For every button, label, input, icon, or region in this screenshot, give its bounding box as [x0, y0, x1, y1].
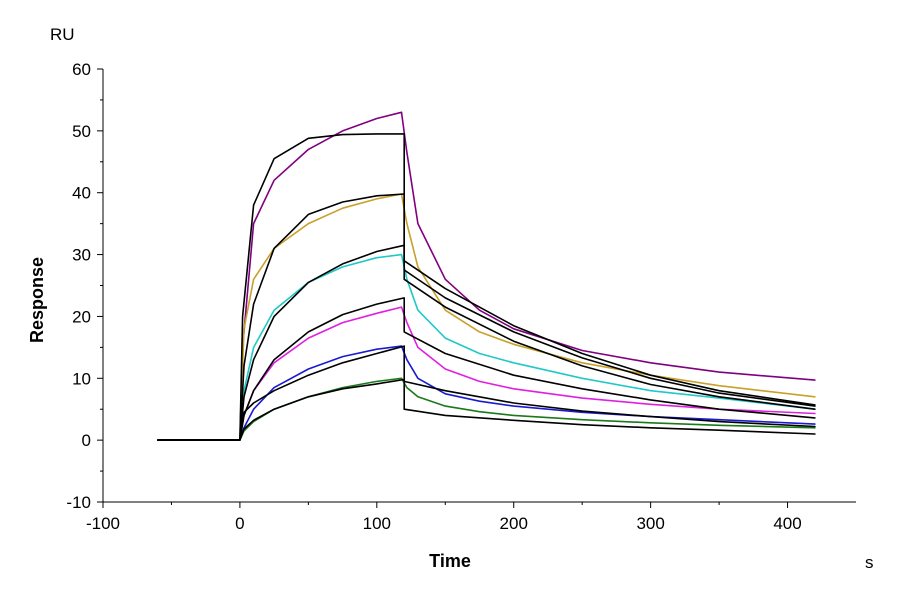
x-axis-title: Time — [429, 551, 471, 571]
axes — [102, 69, 856, 503]
y-axis-title: Response — [27, 257, 47, 343]
series-line-2 — [157, 193, 816, 441]
x-unit-label: s — [865, 553, 874, 572]
fit-line-2 — [157, 193, 816, 441]
ticks — [97, 68, 789, 508]
fit-line-3 — [157, 244, 816, 441]
x-tick-label: -100 — [86, 514, 120, 533]
series-line-1 — [157, 111, 816, 441]
fit-line-6 — [157, 378, 816, 441]
y-tick-label: 10 — [72, 369, 91, 388]
x-tick-label: 0 — [235, 514, 244, 533]
fit-line-4 — [157, 297, 816, 441]
x-tick-label: 200 — [500, 514, 528, 533]
y-tick-label: 30 — [72, 246, 91, 265]
y-tick-label: 0 — [82, 431, 91, 450]
y-tick-label: -10 — [66, 493, 91, 512]
y-tick-label: 40 — [72, 184, 91, 203]
plot-fits — [157, 133, 816, 441]
y-tick-label: 20 — [72, 307, 91, 326]
fit-line-5 — [157, 345, 816, 441]
y-unit-label: RU — [50, 25, 75, 44]
x-tick-label: 300 — [636, 514, 664, 533]
y-tick-label: 50 — [72, 122, 91, 141]
x-tick-label: 100 — [363, 514, 391, 533]
x-tick-label: 400 — [773, 514, 801, 533]
fit-line-1 — [157, 133, 816, 441]
y-tick-label: 60 — [72, 60, 91, 79]
plot-series — [157, 111, 816, 441]
